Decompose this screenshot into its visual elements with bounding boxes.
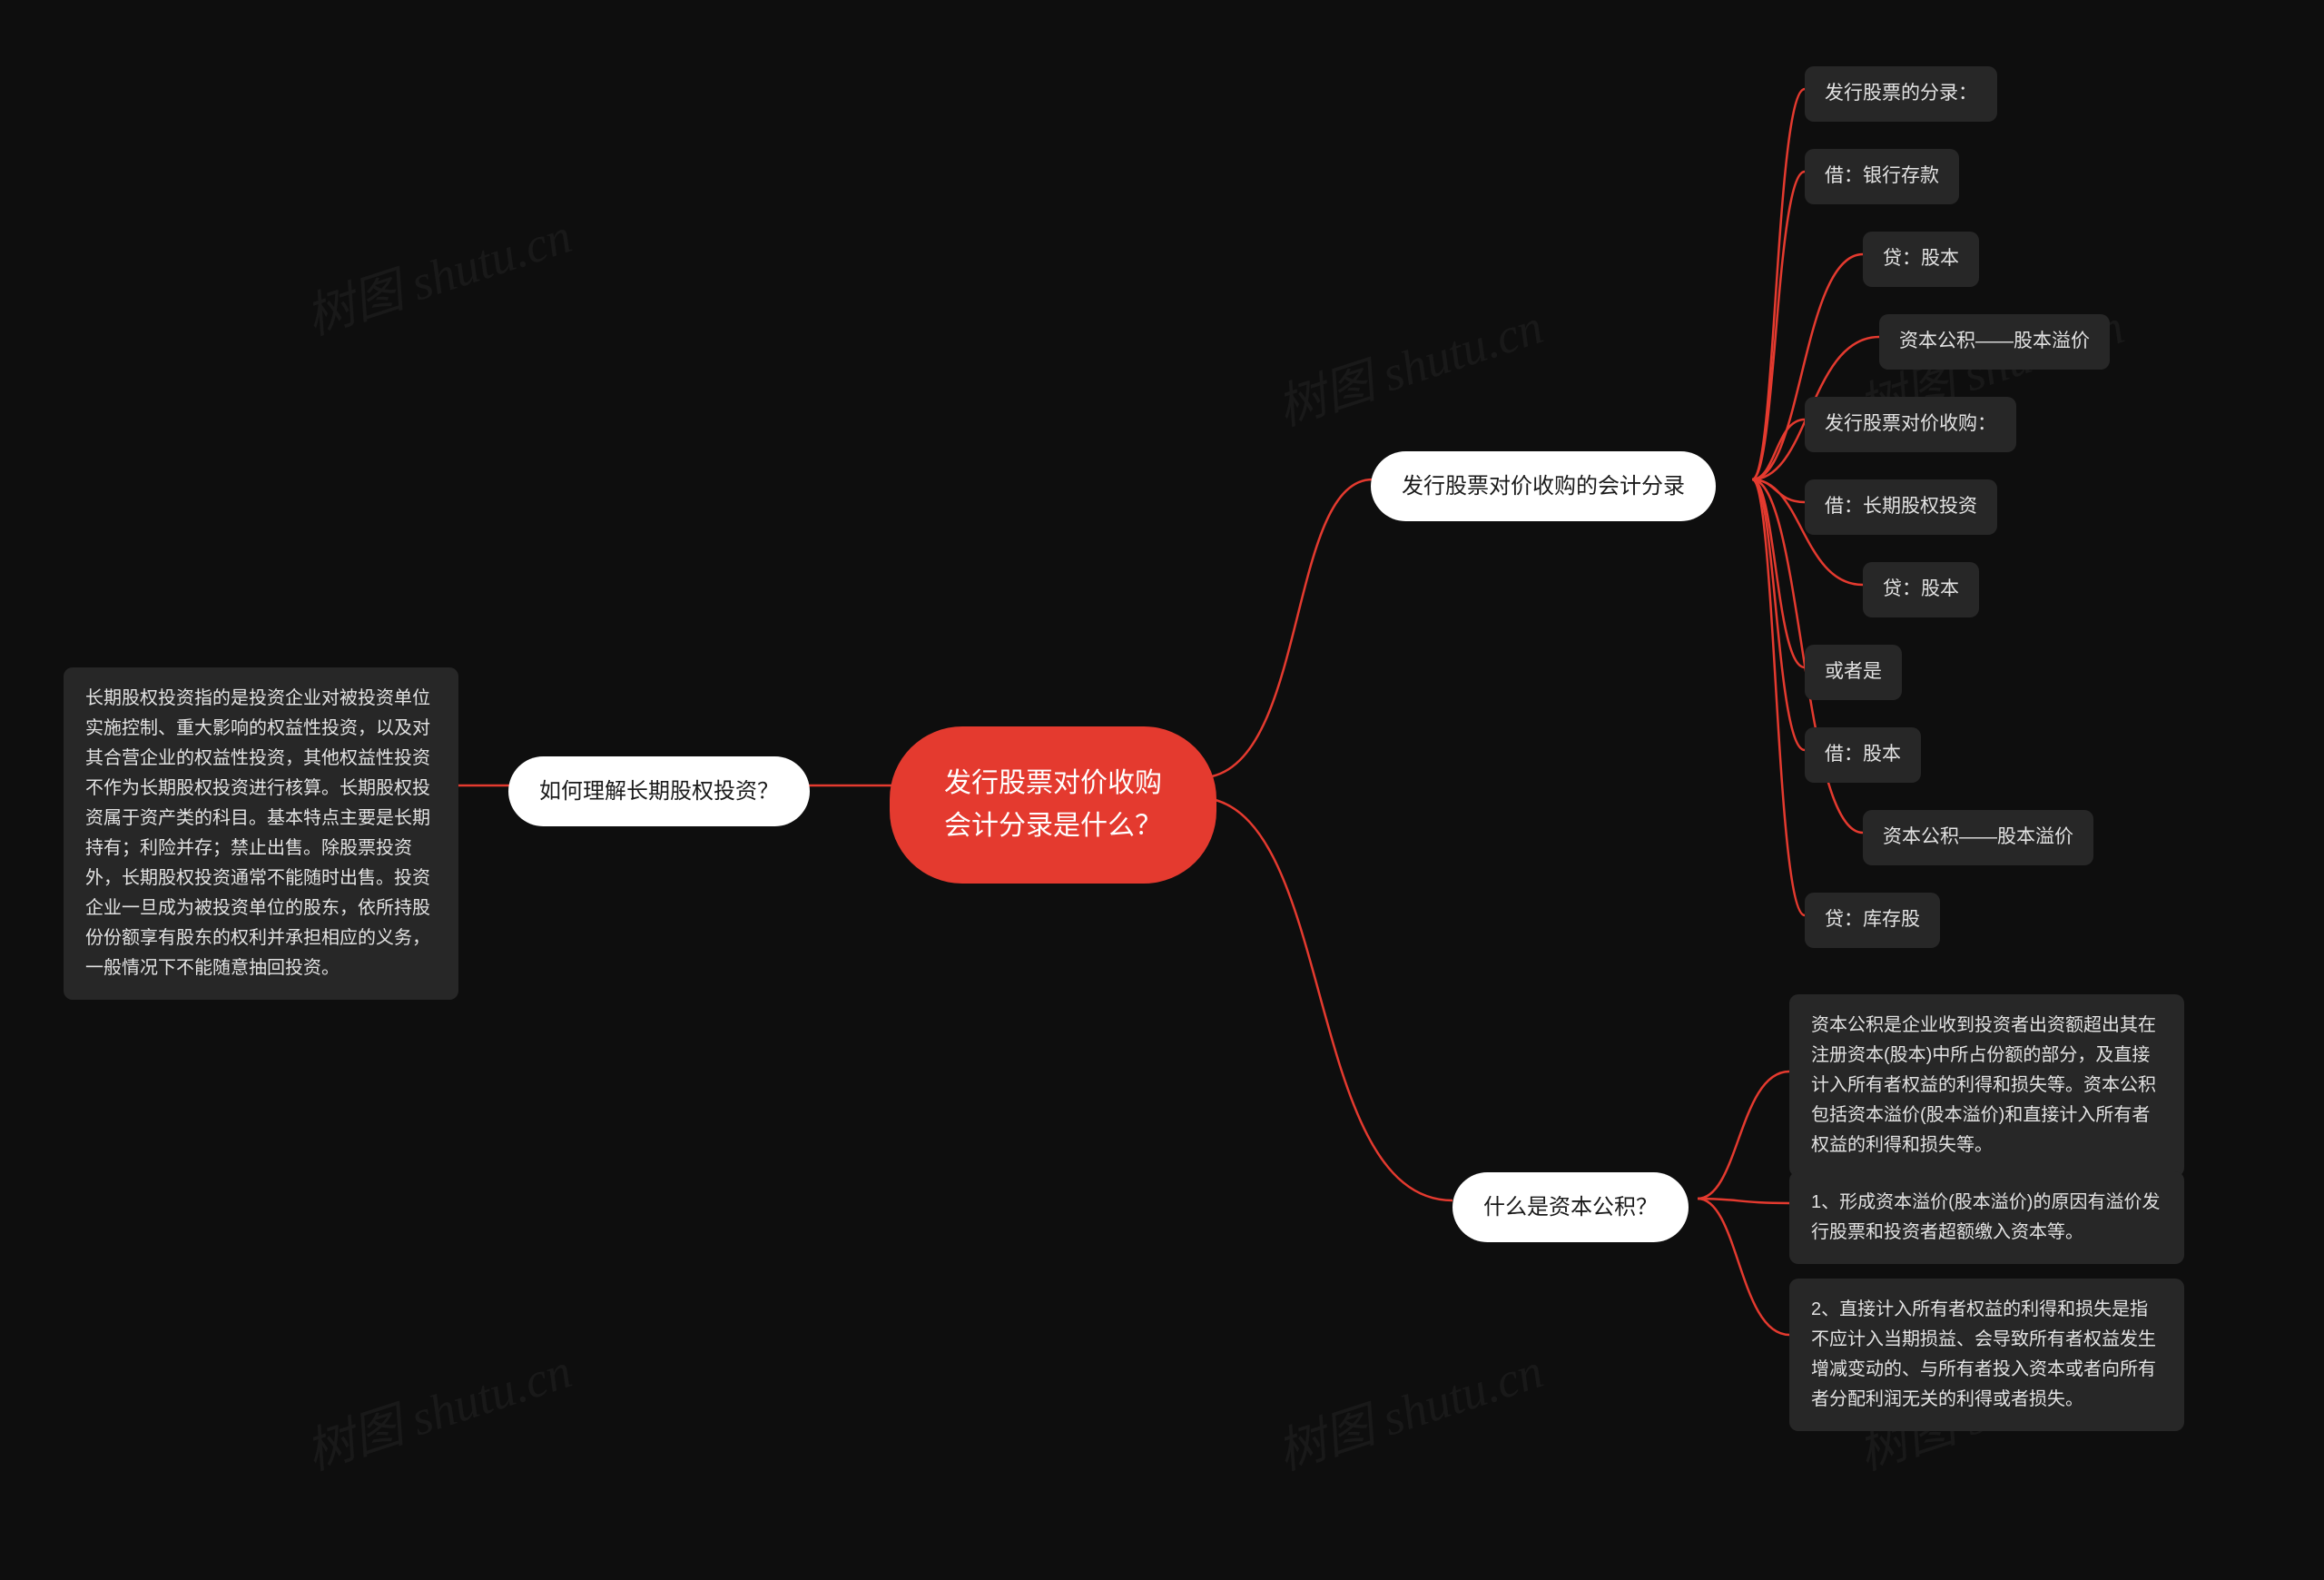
branch-left[interactable]: 如何理解长期股权投资？ (508, 756, 810, 826)
rb2-leaf-0: 资本公积是企业收到投资者出资额超出其在注册资本(股本)中所占份额的部分，及直接计… (1789, 994, 2184, 1177)
rb1-leaf-1: 借：银行存款 (1805, 149, 1959, 204)
edge (1698, 1199, 1789, 1203)
rb2-leaf-1: 1、形成资本溢价(股本溢价)的原因有溢价发行股票和投资者超额缴入资本等。 (1789, 1171, 2184, 1264)
edge (1752, 479, 1805, 750)
rb1-leaf-9: 资本公积——股本溢价 (1863, 810, 2093, 865)
mindmap-canvas: 树图 shutu.cn 树图 shutu.cn 树图 shutu.cn 树图 shut… (0, 0, 2324, 1580)
watermark: 树图 shutu.cn (1266, 1330, 1551, 1484)
rb1-leaf-10: 贷：库存股 (1805, 893, 1940, 948)
edge (1698, 1199, 1789, 1335)
edge (1752, 479, 1805, 502)
rb1-leaf-2: 贷：股本 (1863, 232, 1979, 287)
rb1-leaf-0: 发行股票的分录： (1805, 66, 1997, 122)
branch-right-2[interactable]: 什么是资本公积？ (1452, 1172, 1689, 1242)
rb1-leaf-3: 资本公积——股本溢价 (1879, 314, 2110, 370)
watermark: 树图 shutu.cn (295, 1330, 579, 1484)
edge (1212, 799, 1452, 1200)
watermark: 树图 shutu.cn (1266, 286, 1551, 439)
rb1-leaf-7: 或者是 (1805, 645, 1902, 700)
rb1-leaf-6: 贷：股本 (1863, 562, 1979, 617)
rb2-leaf-2: 2、直接计入所有者权益的利得和损失是指不应计入当期损益、会导致所有者权益发生增减… (1789, 1279, 2184, 1431)
leaf-left-desc: 长期股权投资指的是投资企业对被投资单位实施控制、重大影响的权益性投资，以及对其合… (64, 667, 458, 1000)
edge (1752, 420, 1805, 479)
edge (1698, 1071, 1789, 1199)
edge (1752, 89, 1805, 479)
rb1-leaf-5: 借：长期股权投资 (1805, 479, 1997, 535)
rb1-leaf-4: 发行股票对价收购： (1805, 397, 2016, 452)
edge (1212, 479, 1373, 776)
edge (1752, 172, 1805, 479)
watermark: 树图 shutu.cn (295, 195, 579, 349)
rb1-leaf-8: 借：股本 (1805, 727, 1921, 783)
root-node[interactable]: 发行股票对价收购会计分录是什么？ (890, 726, 1216, 884)
branch-right-1[interactable]: 发行股票对价收购的会计分录 (1371, 451, 1716, 521)
edge (1752, 479, 1805, 667)
edge (1752, 479, 1805, 915)
